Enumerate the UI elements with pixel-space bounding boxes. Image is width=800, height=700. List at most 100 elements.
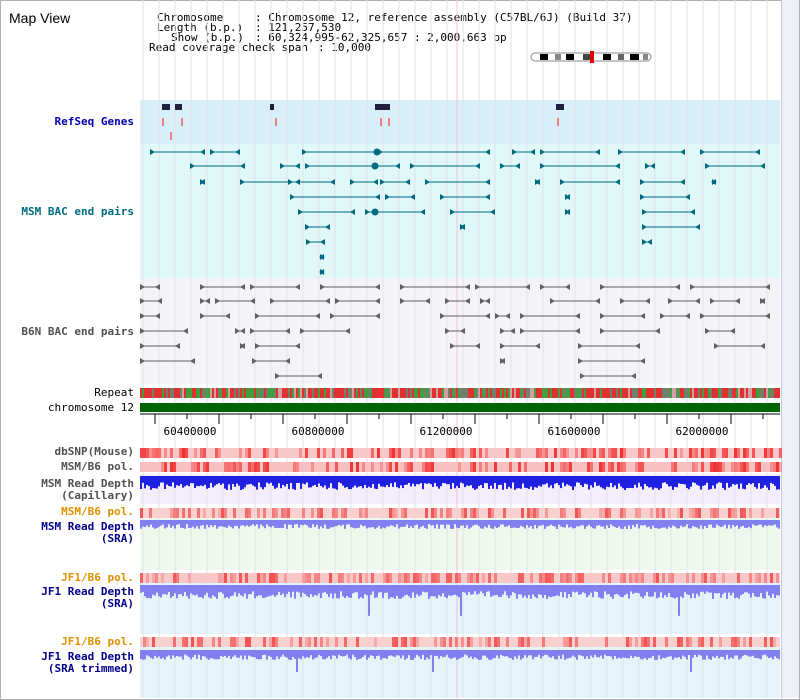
jf1-depth-trim-bar xyxy=(558,650,560,656)
msm-depth-sra-bar xyxy=(166,520,168,528)
jf1-depth-sra-bar xyxy=(378,585,380,593)
msm-depth-cap-bar xyxy=(188,476,190,487)
jf1-depth-trim-bar xyxy=(642,650,644,660)
msm-depth-sra-bar xyxy=(246,520,248,526)
msm-depth-cap-bar xyxy=(408,476,410,483)
track-label-jf1-b6-pol-2[interactable]: JF1/B6 pol. xyxy=(61,635,134,648)
repeat-segment xyxy=(452,388,454,398)
chromosome-ideogram[interactable] xyxy=(530,51,652,63)
jf1-b6-pol2-strip-cell xyxy=(455,637,458,647)
jf1-depth-sra-bar xyxy=(154,585,156,596)
msm-depth-sra-bar xyxy=(294,520,296,525)
track-label-b6n-bac[interactable]: B6N BAC end pairs xyxy=(21,325,134,338)
repeat-segment xyxy=(692,388,694,398)
jf1-depth-sra-bar xyxy=(570,585,572,597)
jf1-depth-trim-bar xyxy=(548,650,550,657)
msm-depth-sra-bar xyxy=(274,520,276,528)
track-label-msm-depth-sra[interactable]: MSM Read Depth xyxy=(41,520,134,533)
dbsnp-strip-cell xyxy=(428,448,431,458)
msm-depth-sra-bar xyxy=(774,520,776,525)
jf1-depth-sra-bar xyxy=(156,585,158,593)
b6n-bac-pair-end-right xyxy=(565,284,570,290)
jf1-depth-trim-bar xyxy=(704,650,706,660)
msm-bac-pair-end-left xyxy=(450,209,455,215)
jf1-depth-sra-bar xyxy=(352,585,354,594)
msm-b6-pol-strip-cell xyxy=(674,462,677,472)
b6n-bac-pair-end-left xyxy=(580,373,585,379)
jf1-depth-sra-bar xyxy=(168,585,170,592)
msm-depth-sra-bar xyxy=(422,520,424,526)
msm-depth-cap-bar xyxy=(278,476,280,484)
track-label-jf1-b6-pol[interactable]: JF1/B6 pol. xyxy=(61,571,134,584)
jf1-depth-sra-bar xyxy=(592,585,594,598)
jf1-b6-pol2-strip-cell xyxy=(653,637,656,647)
msm-depth-sra-bar xyxy=(160,520,162,526)
msm-depth-sra-bar xyxy=(556,520,558,529)
msm-depth-cap-bar xyxy=(528,476,530,489)
b6n-bac-pair-end-left xyxy=(500,343,505,349)
jf1-b6-pol-strip-cell xyxy=(701,573,704,583)
track-label-jf1-depth-sra[interactable]: JF1 Read Depth xyxy=(41,585,134,598)
msm-depth-sra-bar xyxy=(636,520,638,525)
msm-depth-sra-bar xyxy=(602,520,604,527)
msm-depth-sra-bar xyxy=(202,520,204,526)
msm-depth-cap-bar xyxy=(180,476,182,485)
jf1-depth-sra-bar xyxy=(490,585,492,597)
track-label-msm-bac[interactable]: MSM BAC end pairs xyxy=(21,205,134,218)
jf1-depth-trim-bar xyxy=(510,650,512,659)
msm-b6-pol2-strip-cell xyxy=(197,508,200,518)
msm-b6-pol2-strip-cell xyxy=(401,508,404,518)
track-label-msm-b6-pol-2[interactable]: MSM/B6 pol. xyxy=(61,505,134,518)
jf1-b6-pol-strip-cell xyxy=(713,573,716,583)
jf1-depth-sra-bar xyxy=(304,585,306,594)
msm-depth-sra-bar xyxy=(504,520,506,527)
msm-depth-sra-bar xyxy=(752,520,754,525)
msm-depth-cap-bar xyxy=(426,476,428,484)
msm-depth-sra-bar xyxy=(718,520,720,526)
repeat-segment xyxy=(388,388,390,398)
track-label-msm-depth-cap[interactable]: MSM Read Depth xyxy=(41,477,134,490)
repeat-segment xyxy=(482,388,484,398)
repeat-segment xyxy=(748,388,750,398)
jf1-b6-pol-strip-cell xyxy=(257,573,260,583)
repeat-segment xyxy=(444,388,446,398)
b6n-bac-pair-end-left xyxy=(520,313,525,319)
msm-depth-cap-bar xyxy=(254,476,256,487)
msm-depth-cap-bar xyxy=(212,476,214,488)
dbsnp-strip-cell xyxy=(371,448,374,458)
msm-depth-cap-bar xyxy=(418,476,420,485)
b6n-bac-pair-end-left xyxy=(620,298,625,304)
msm-depth-cap-bar xyxy=(238,476,240,486)
msm-depth-sra-bar xyxy=(156,520,158,529)
jf1-depth-trim-bar xyxy=(554,650,556,660)
msm-depth-cap-bar xyxy=(714,476,716,489)
jf1-depth-sra-bar xyxy=(494,585,496,596)
msm-b6-pol-strip-cell xyxy=(386,462,389,472)
jf1-depth-trim-bar xyxy=(626,650,628,659)
jf1-depth-trim-bar xyxy=(246,650,248,660)
jf1-depth-trim-bar xyxy=(484,650,486,656)
jf1-depth-trim-bar xyxy=(334,650,336,656)
vertical-scrollbar[interactable] xyxy=(781,0,799,698)
msm-depth-cap-bar xyxy=(622,476,624,489)
msm-depth-sra-bar xyxy=(618,520,620,527)
track-label-msm-b6-pol[interactable]: MSM/B6 pol. xyxy=(61,460,134,473)
msm-depth-cap-bar xyxy=(748,476,750,484)
track-label-dbsnp[interactable]: dbSNP(Mouse) xyxy=(54,445,134,458)
msm-depth-cap-bar xyxy=(482,476,484,488)
msm-b6-pol2-strip-cell xyxy=(248,508,251,518)
jf1-depth-sra-bar xyxy=(426,585,428,593)
b6n-bac-pair-end-left xyxy=(578,358,583,364)
msm-depth-sra-bar xyxy=(404,520,406,527)
msm-bac-pair-end-right xyxy=(320,239,325,245)
jf1-depth-sra-bar xyxy=(544,585,546,595)
msm-b6-pol2-strip-cell xyxy=(446,508,449,518)
b6n-bac-pair-end-right xyxy=(595,298,600,304)
jf1-depth-sra-bar xyxy=(140,585,142,593)
msm-depth-sra-bar xyxy=(384,520,386,529)
msm-depth-sra-bar xyxy=(528,520,530,528)
jf1-depth-sra-bar xyxy=(694,585,696,599)
track-label-jf1-depth-trim[interactable]: JF1 Read Depth xyxy=(41,650,134,663)
track-label-refseq[interactable]: RefSeq Genes xyxy=(54,115,134,128)
